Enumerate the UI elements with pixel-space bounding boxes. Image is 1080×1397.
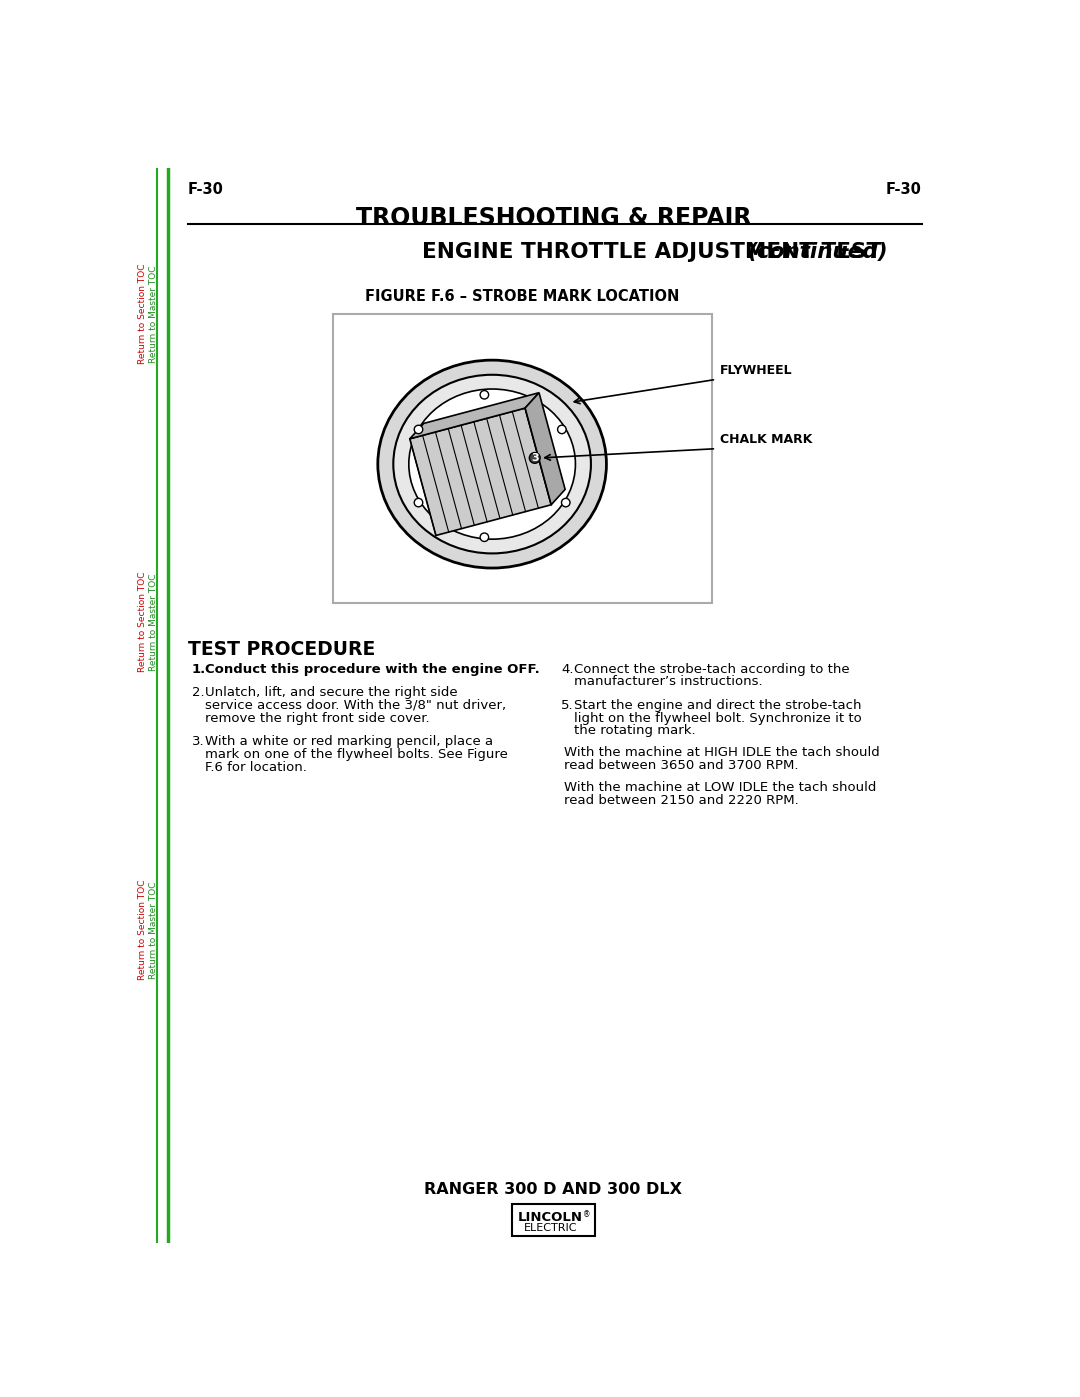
Text: Return to Master TOC: Return to Master TOC bbox=[149, 573, 158, 671]
Text: mark on one of the flywheel bolts. See Figure: mark on one of the flywheel bolts. See F… bbox=[205, 747, 508, 761]
Text: 3.: 3. bbox=[191, 735, 204, 749]
Text: F-30: F-30 bbox=[886, 182, 921, 197]
Ellipse shape bbox=[378, 360, 607, 569]
Text: light on the flywheel bolt. Synchronize it to: light on the flywheel bolt. Synchronize … bbox=[575, 711, 862, 725]
Ellipse shape bbox=[562, 499, 570, 507]
Text: remove the right front side cover.: remove the right front side cover. bbox=[205, 711, 430, 725]
Text: ®: ® bbox=[583, 1210, 591, 1220]
Text: manufacturer’s instructions.: manufacturer’s instructions. bbox=[575, 676, 764, 689]
Text: TEST PROCEDURE: TEST PROCEDURE bbox=[188, 640, 375, 658]
Text: read between 2150 and 2220 RPM.: read between 2150 and 2220 RPM. bbox=[564, 793, 798, 806]
Text: 4.: 4. bbox=[562, 662, 573, 676]
Ellipse shape bbox=[481, 534, 488, 542]
Text: ELECTRIC: ELECTRIC bbox=[524, 1222, 577, 1232]
Text: service access door. With the 3/8" nut driver,: service access door. With the 3/8" nut d… bbox=[205, 698, 505, 712]
Text: Return to Master TOC: Return to Master TOC bbox=[149, 265, 158, 363]
Text: Conduct this procedure with the engine OFF.: Conduct this procedure with the engine O… bbox=[205, 662, 540, 676]
Polygon shape bbox=[525, 393, 565, 504]
Text: Start the engine and direct the strobe-tach: Start the engine and direct the strobe-t… bbox=[575, 698, 862, 712]
Text: With a white or red marking pencil, place a: With a white or red marking pencil, plac… bbox=[205, 735, 492, 749]
Text: Return to Master TOC: Return to Master TOC bbox=[149, 882, 158, 979]
Text: 5.: 5. bbox=[562, 698, 573, 712]
Text: LINCOLN: LINCOLN bbox=[518, 1211, 583, 1224]
Text: 2.: 2. bbox=[191, 686, 204, 700]
Bar bbox=[333, 314, 713, 602]
Text: Unlatch, lift, and secure the right side: Unlatch, lift, and secure the right side bbox=[205, 686, 457, 700]
Text: FLYWHEEL: FLYWHEEL bbox=[720, 365, 793, 377]
Polygon shape bbox=[409, 408, 551, 535]
Ellipse shape bbox=[529, 453, 540, 464]
Polygon shape bbox=[409, 393, 539, 439]
Text: read between 3650 and 3700 RPM.: read between 3650 and 3700 RPM. bbox=[564, 759, 798, 773]
Text: ENGINE THROTTLE ADJUSTMENT TEST: ENGINE THROTTLE ADJUSTMENT TEST bbox=[422, 242, 889, 263]
Ellipse shape bbox=[393, 374, 591, 553]
Ellipse shape bbox=[481, 391, 488, 400]
Text: F.6 for location.: F.6 for location. bbox=[205, 760, 307, 774]
Text: F-30: F-30 bbox=[188, 182, 224, 197]
Text: 3: 3 bbox=[531, 453, 539, 462]
Ellipse shape bbox=[415, 425, 422, 433]
Text: With the machine at HIGH IDLE the tach should: With the machine at HIGH IDLE the tach s… bbox=[564, 746, 879, 760]
Text: RANGER 300 D AND 300 DLX: RANGER 300 D AND 300 DLX bbox=[424, 1182, 683, 1197]
Text: (continued): (continued) bbox=[747, 242, 888, 263]
Text: Return to Section TOC: Return to Section TOC bbox=[138, 571, 147, 672]
Text: FIGURE F.6 – STROBE MARK LOCATION: FIGURE F.6 – STROBE MARK LOCATION bbox=[365, 289, 679, 305]
Text: 1.: 1. bbox=[191, 662, 206, 676]
Ellipse shape bbox=[409, 388, 576, 539]
Text: the rotating mark.: the rotating mark. bbox=[575, 725, 696, 738]
Ellipse shape bbox=[415, 499, 422, 507]
Text: With the machine at LOW IDLE the tach should: With the machine at LOW IDLE the tach sh… bbox=[564, 781, 876, 793]
Text: Return to Section TOC: Return to Section TOC bbox=[138, 264, 147, 365]
Text: TROUBLESHOOTING & REPAIR: TROUBLESHOOTING & REPAIR bbox=[355, 207, 752, 231]
Text: Return to Section TOC: Return to Section TOC bbox=[138, 880, 147, 981]
Text: CHALK MARK: CHALK MARK bbox=[720, 433, 812, 447]
Text: Connect the strobe-tach according to the: Connect the strobe-tach according to the bbox=[575, 662, 850, 676]
Bar bbox=[512, 1204, 595, 1236]
Ellipse shape bbox=[557, 425, 566, 433]
